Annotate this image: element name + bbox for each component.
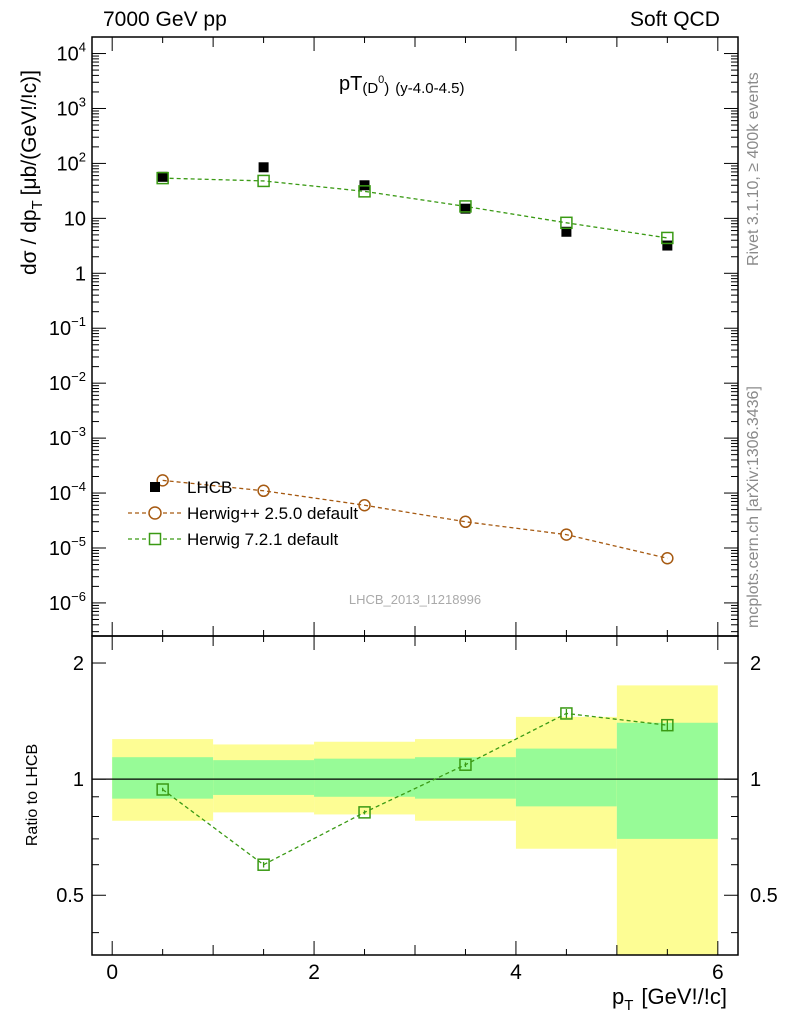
ratio-herwig7-point bbox=[358, 806, 371, 819]
x-tick-label: 2 bbox=[308, 961, 320, 984]
legend-herwig7-marker bbox=[148, 532, 162, 546]
lhcb-point bbox=[258, 162, 269, 173]
ratio-band-inner bbox=[112, 757, 214, 799]
ratio-band-inner bbox=[213, 760, 315, 795]
herwigpp-point bbox=[560, 528, 573, 541]
ratio-band-inner bbox=[616, 722, 718, 839]
herwigpp-line bbox=[162, 479, 668, 559]
herwig7-point bbox=[358, 185, 371, 198]
ratio-herwig7-point bbox=[661, 718, 674, 732]
main-y-tick-label: 1 bbox=[75, 263, 86, 285]
analysis-watermark: LHCB_2013_I1218996 bbox=[349, 592, 481, 607]
main-y-axis-label: dσ / dpT[μb/(GeV!/!c)] bbox=[18, 70, 46, 275]
legend-label: LHCB bbox=[187, 478, 232, 497]
herwigpp-point bbox=[358, 498, 371, 512]
herwig7-point bbox=[560, 216, 573, 230]
x-tick-label: 0 bbox=[106, 961, 118, 984]
ratio-y-tick-label-right: 2 bbox=[750, 653, 761, 675]
ratio-y-tick-label: 0.5 bbox=[56, 885, 84, 907]
legend-label: Herwig++ 2.5.0 default bbox=[187, 504, 358, 523]
ratio-band-inner bbox=[314, 758, 415, 797]
main-y-tick-label: 10−4 bbox=[49, 479, 86, 505]
header-right: Soft QCD bbox=[630, 8, 720, 31]
herwig7-point bbox=[661, 231, 674, 245]
ratio-herwig7-point bbox=[257, 858, 270, 871]
herwig7-point bbox=[257, 174, 270, 188]
x-tick-label: 6 bbox=[712, 961, 724, 984]
legend-lhcb-marker bbox=[150, 482, 160, 492]
main-y-tick-label: 10−2 bbox=[49, 369, 86, 395]
ratio-y-axis-label: Ratio to LHCB bbox=[24, 744, 41, 846]
herwig7-line bbox=[162, 177, 668, 239]
x-tick-label: 4 bbox=[510, 961, 522, 984]
legend-label: Herwig 7.2.1 default bbox=[187, 530, 338, 549]
main-y-tick-label: 104 bbox=[57, 40, 86, 66]
main-y-tick-label: 10−3 bbox=[49, 424, 86, 450]
herwigpp-point bbox=[156, 474, 169, 487]
ratio-herwig7-point bbox=[156, 783, 169, 796]
ratio-band-inner bbox=[515, 748, 617, 807]
lhcb-point bbox=[662, 240, 673, 251]
ratio-y-tick-label: 1 bbox=[73, 769, 84, 791]
x-axis-label: pT [GeV!/!c] bbox=[612, 984, 727, 1014]
main-y-tick-label: 10 bbox=[64, 208, 86, 230]
lhcb-point bbox=[460, 203, 471, 214]
ratio-herwig7-line bbox=[162, 712, 668, 866]
ratio-y-tick-label-right: 1 bbox=[750, 769, 761, 791]
main-y-tick-label: 10−1 bbox=[49, 314, 86, 340]
plot-title: pT(D0) (y-4.0-4.5) bbox=[339, 73, 464, 97]
herwigpp-point bbox=[661, 552, 674, 565]
herwigpp-point bbox=[257, 484, 270, 498]
header-left: 7000 GeV pp bbox=[103, 8, 227, 31]
herwig7-point bbox=[459, 200, 472, 213]
herwig7-point bbox=[156, 171, 169, 185]
main-y-tick-label: 102 bbox=[57, 149, 86, 175]
main-y-tick-label: 10−6 bbox=[49, 589, 86, 615]
legend-herwigpp-marker bbox=[148, 506, 162, 520]
ratio-y-tick-label-right: 0.5 bbox=[750, 885, 778, 907]
main-y-tick-label: 103 bbox=[57, 94, 86, 120]
main-y-tick-label: 10−5 bbox=[49, 534, 86, 560]
ratio-herwig7-point bbox=[459, 758, 472, 771]
ratio-herwig7-point bbox=[560, 707, 573, 720]
ratio-y-tick-label: 2 bbox=[73, 653, 84, 675]
lhcb-point bbox=[561, 226, 572, 237]
herwigpp-point bbox=[459, 515, 472, 529]
lhcb-point bbox=[157, 171, 168, 182]
